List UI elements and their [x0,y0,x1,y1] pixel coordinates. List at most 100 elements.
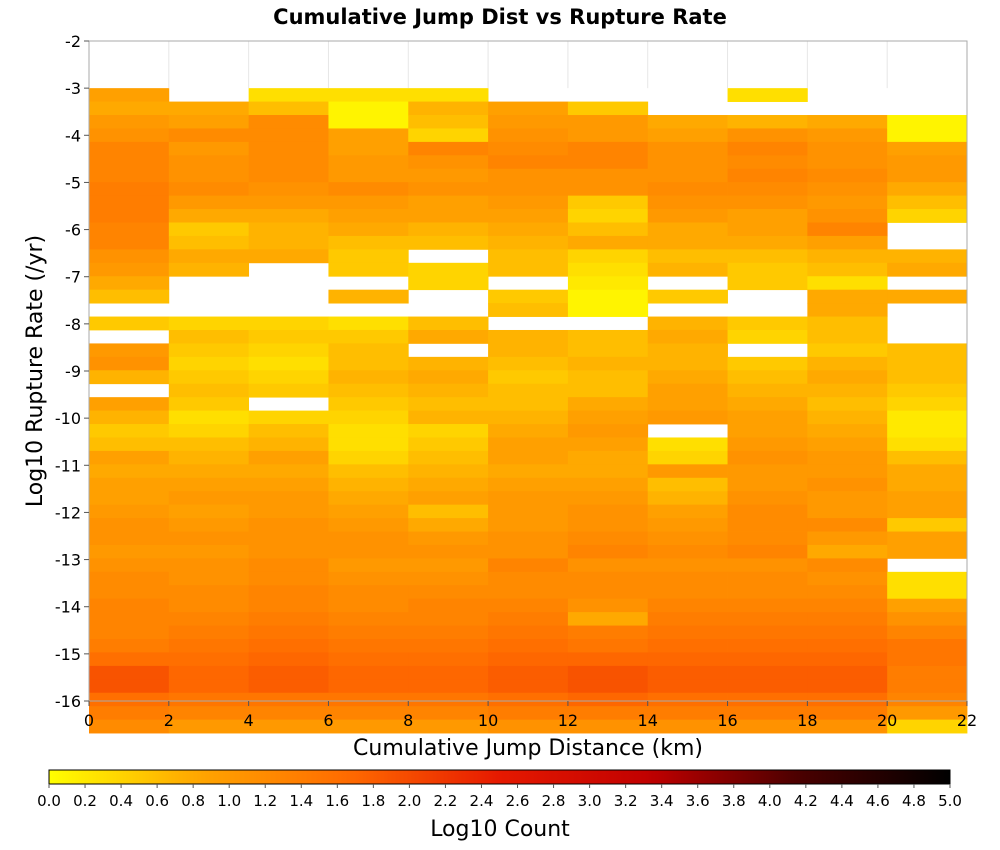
heatmap-cell [488,625,569,640]
heatmap-cell [488,410,569,425]
heatmap-cell [488,128,569,143]
heatmap-cell [807,544,888,559]
heatmap-cell [408,128,489,143]
heatmap-cell [727,450,808,465]
heatmap-cell [488,209,569,223]
heatmap-cell [328,612,409,626]
y-tick-label: -8 [65,315,81,334]
colorbar-tick-label: 3.2 [614,792,638,810]
heatmap-cell [408,88,489,102]
heatmap-cell [488,531,569,546]
heatmap-cell [248,571,329,586]
heatmap-cell [727,437,808,452]
heatmap-cell [488,329,569,344]
heatmap-cell [567,289,649,304]
heatmap-cell [488,450,569,465]
chart-title: Cumulative Jump Dist vs Rupture Rate [273,5,727,29]
heatmap-cell [328,168,409,183]
x-axis-label: Cumulative Jump Distance (km) [353,736,703,761]
colorbar-tick-label: 4.0 [758,792,782,810]
colorbar-tick-label: 0.6 [145,792,169,810]
heatmap-cell [408,101,489,116]
heatmap-cell [567,477,649,492]
heatmap-cell [248,222,329,237]
heatmap-cell [567,101,649,116]
heatmap-cell [328,356,409,371]
heatmap-cell [647,719,728,734]
heatmap-cell [647,383,728,398]
heatmap-cell [727,356,808,371]
heatmap-cell [647,625,728,640]
heatmap-cell [168,235,250,250]
heatmap-cell [248,343,329,358]
heatmap-cell [647,665,728,680]
heatmap-cell [807,491,888,506]
heatmap-cell [89,370,170,385]
heatmap-cell [408,370,489,385]
heatmap-cell [328,504,409,519]
heatmap-cell [807,424,888,438]
heatmap-cell [248,450,329,465]
heatmap-cell [328,115,409,129]
heatmap-cell [168,612,250,626]
heatmap-cell [168,477,250,492]
y-tick-label: -2 [65,32,81,51]
y-tick-label: -13 [55,551,81,570]
heatmap-cell [488,612,569,626]
heatmap-cell [567,370,649,385]
heatmap-cell [488,289,569,304]
colorbar-tick-label: 4.8 [902,792,926,810]
heatmap-cell [647,612,728,626]
heatmap-cell [647,182,728,197]
heatmap-cell [408,437,489,452]
heatmap-cell [248,128,329,143]
heatmap-cell [807,598,888,613]
heatmap-cell [647,491,728,506]
heatmap-cell [488,692,569,707]
heatmap-cell [168,437,250,452]
heatmap-cell [567,410,649,425]
heatmap-cell [807,558,888,573]
heatmap-cell [328,424,409,438]
heatmap-cell [168,679,250,694]
heatmap-cell [248,410,329,425]
heatmap-cell [647,464,728,479]
heatmap-cell [248,692,329,707]
heatmap-cell [328,289,409,304]
heatmap-cell [248,665,329,680]
heatmap-cell [567,383,649,398]
heatmap-cell [248,585,329,600]
heatmap-cell [89,665,170,680]
heatmap-cell [727,571,808,586]
heatmap-cell [89,209,170,223]
heatmap-cell [89,424,170,438]
heatmap-cell [647,477,728,492]
heatmap-cell [647,289,728,304]
heatmap-cell [887,585,968,600]
heatmap-cell [328,195,409,210]
heatmap-cell [328,182,409,197]
heatmap-cell [89,141,170,156]
heatmap-cell [168,665,250,680]
heatmap-cell [567,692,649,707]
heatmap-cell [328,706,409,721]
heatmap-cell [408,639,489,653]
y-tick-label: -12 [55,503,81,522]
grid-lines [168,41,888,89]
heatmap-cell [168,262,250,277]
heatmap-cell [647,585,728,600]
heatmap-cell [727,209,808,223]
heatmap-cell [248,477,329,492]
heatmap-cell [408,356,489,371]
heatmap-cell [887,692,968,707]
heatmap-cell [248,437,329,452]
heatmap-cell [887,209,968,223]
heatmap-cell [887,289,968,304]
heatmap-cell [647,235,728,250]
heatmap-cell [807,531,888,546]
heatmap-cell [248,101,329,116]
heatmap-cell [328,262,409,277]
heatmap-cell [89,639,170,653]
heatmap-cell [727,558,808,573]
heatmap-cell [408,504,489,519]
